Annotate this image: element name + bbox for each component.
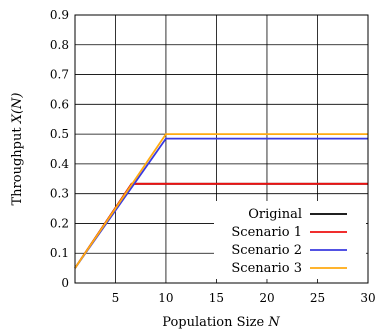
legend-label: Scenario 3	[231, 261, 302, 276]
series-line-4	[74, 133, 368, 269]
y-tick-label: 0.9	[50, 8, 69, 22]
y-tick-label: 0.7	[50, 68, 69, 82]
legend-label: Scenario 2	[231, 243, 302, 258]
y-axis-label: Throughput X(N)	[10, 93, 25, 206]
y-tick-label: 0.6	[50, 97, 69, 111]
y-tick-label: 0.8	[50, 38, 69, 52]
x-axis-label: Population Size N	[162, 315, 280, 330]
plot-frame	[74, 14, 369, 284]
y-tick-label: 0.2	[50, 216, 69, 230]
legend: Original Scenario 1 Scenario 2 Scenario 3	[214, 201, 366, 279]
legend-label: Original	[248, 207, 302, 222]
x-tick-label: 30	[360, 291, 375, 305]
y-tick-label: 0.1	[50, 246, 69, 260]
y-tick-label: 0.5	[50, 127, 69, 141]
x-tick-label: 25	[310, 291, 325, 305]
y-tick-label: 0	[61, 276, 69, 290]
x-tick-label: 20	[259, 291, 274, 305]
legend-label: Scenario 1	[231, 225, 302, 240]
y-tick-label: 0.3	[50, 187, 69, 201]
y-axis-ticks: 0 0.1 0.2 0.3 0.4 0.5 0.6 0.7 0.8 0.9	[50, 8, 69, 290]
x-tick-label: 15	[209, 291, 224, 305]
y-tick-label: 0.4	[50, 157, 69, 171]
x-tick-label: 10	[158, 291, 173, 305]
series-lines	[74, 133, 368, 269]
x-tick-label: 5	[112, 291, 120, 305]
x-axis-ticks: 5 10 15 20 25 30	[112, 291, 375, 305]
